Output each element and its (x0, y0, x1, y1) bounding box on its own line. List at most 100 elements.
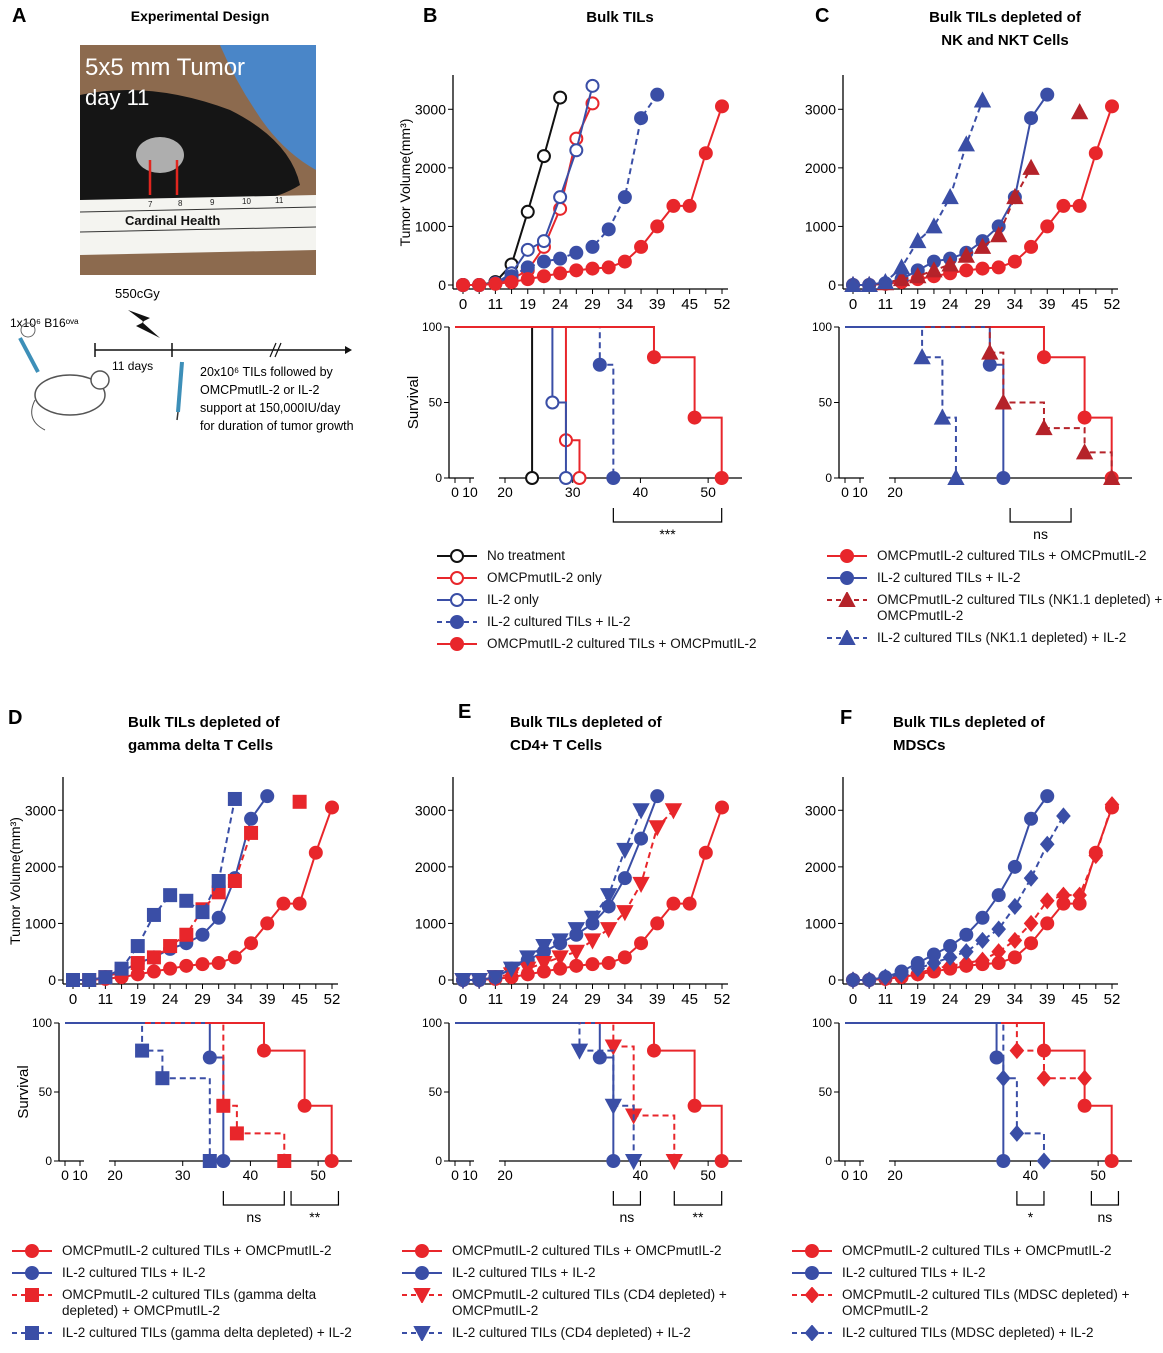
x-tick-label: 34 (617, 296, 634, 313)
marker (878, 968, 893, 986)
x-tick-label: 19 (519, 296, 536, 313)
significance-label: ns (246, 1209, 261, 1225)
marker (959, 927, 974, 942)
marker (989, 1050, 1004, 1065)
series-line (73, 802, 300, 980)
marker (1040, 87, 1055, 102)
marker (227, 874, 242, 888)
legend-entry: OMCPmutIL-2 cultured TILs + OMCPmutIL-2 (825, 548, 1163, 564)
marker (211, 956, 226, 971)
x-tick-label: 52 (1104, 991, 1121, 1008)
x-tick-label: 0 (451, 1167, 459, 1183)
x-tick-label: 11 (488, 296, 504, 313)
marker (114, 961, 129, 976)
marker (1088, 146, 1103, 161)
y-tick-label: 3000 (805, 101, 836, 117)
significance-bracket (1090, 1191, 1120, 1206)
marker (569, 143, 584, 158)
ruler-number: 10 (242, 197, 251, 206)
marker (1077, 1069, 1092, 1087)
marker (604, 1098, 623, 1115)
marker (572, 471, 587, 485)
y-tick-label: 0 (828, 277, 836, 293)
marker (650, 219, 665, 234)
marker (1070, 103, 1089, 120)
significance-bracket (1009, 508, 1072, 523)
x-tick-label: 10 (72, 1167, 88, 1183)
legend-entry: IL-2 cultured TILs (MDSC depleted) + IL-… (790, 1325, 1150, 1341)
x-tick-label: 50 (700, 484, 716, 500)
x-tick-label: 40 (1023, 1167, 1039, 1183)
marker (665, 1154, 683, 1171)
marker (1007, 897, 1023, 915)
marker (996, 1069, 1011, 1087)
legend-label: OMCPmutIL-2 cultured TILs + OMCPmutIL-2 (62, 1243, 332, 1258)
x-tick-label: 34 (617, 991, 634, 1008)
legend-entry: No treatment (435, 548, 795, 564)
marker (646, 350, 661, 365)
marker (892, 270, 911, 287)
marker (229, 1126, 244, 1141)
marker (991, 260, 1006, 275)
significance-bracket (290, 1191, 340, 1206)
significance-bracket (612, 508, 723, 523)
marker (1040, 219, 1055, 234)
y-axis-label: Survival (15, 1065, 32, 1118)
marker (894, 965, 909, 983)
marker (959, 263, 974, 278)
legend-label: No treatment (487, 548, 566, 563)
marker (415, 1244, 429, 1258)
marker (66, 973, 80, 987)
chart-title: CD4+ T Cells (510, 737, 602, 754)
x-tick-label: 20 (107, 1167, 123, 1183)
marker (244, 825, 259, 840)
legend-swatch (12, 1266, 52, 1280)
marker (975, 910, 990, 925)
legend-label: IL-2 cultured TILs + IL-2 (877, 570, 1021, 585)
x-tick-label: 52 (714, 991, 731, 1008)
marker (601, 260, 616, 275)
x-tick-label: 34 (1007, 991, 1024, 1008)
marker (714, 1154, 729, 1168)
marker (202, 1154, 217, 1168)
marker (292, 896, 307, 911)
photo-label: Cardinal Health (125, 213, 220, 228)
marker (600, 922, 618, 939)
x-tick-label: 24 (162, 991, 179, 1008)
legend-label: IL-2 cultured TILs (NK1.1 depleted) + IL… (877, 630, 1127, 645)
marker (456, 278, 470, 292)
legend-label: OMCPmutIL-2 cultured TILs (MDSC depleted… (842, 1287, 1130, 1318)
chart-title: Bulk TILs depleted of (929, 9, 1082, 26)
marker (892, 258, 911, 275)
legend-entry: IL-2 cultured TILs (CD4 depleted) + IL-2 (400, 1325, 760, 1341)
marker (838, 592, 856, 607)
marker (715, 99, 729, 114)
marker (179, 893, 194, 908)
marker (276, 896, 291, 911)
marker (216, 1098, 231, 1113)
panel-letter: D (8, 707, 22, 729)
marker (25, 1288, 39, 1302)
x-tick-label: 0 (451, 484, 459, 500)
marker (520, 272, 535, 287)
treatment-line: 20x10⁶ TILs followed by (200, 365, 334, 379)
survival-line (455, 1022, 635, 1161)
marker (146, 907, 161, 922)
treatment-line: OMCPmutIL-2 or IL-2 (200, 383, 320, 397)
marker (454, 973, 472, 990)
y-tick-label: 3000 (25, 802, 56, 818)
legend: No treatment OMCPmutIL-2 only IL-2 only IL-… (435, 548, 795, 652)
ruler-number: 11 (275, 196, 284, 205)
marker (179, 927, 194, 942)
y-tick-label: 2000 (805, 859, 836, 875)
y-tick-label: 100 (422, 1016, 442, 1030)
y-tick-label: 50 (819, 1085, 833, 1099)
legend-swatch (437, 637, 477, 651)
survival-line (455, 1022, 723, 1161)
marker (325, 800, 339, 815)
legend-swatch (792, 1266, 832, 1280)
marker (202, 1050, 217, 1065)
survival-line (845, 326, 1113, 478)
x-tick-label: 29 (974, 991, 991, 1008)
marker (624, 1154, 643, 1171)
